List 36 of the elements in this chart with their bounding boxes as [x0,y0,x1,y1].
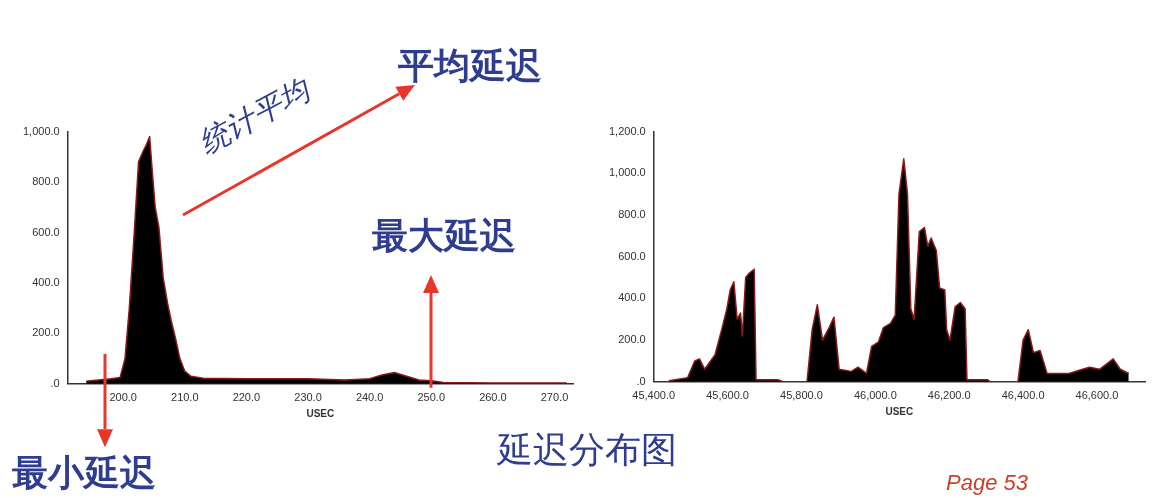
annotation: 最大延迟 [372,215,516,256]
x-tick-label: 45,600.0 [706,389,749,402]
y-tick-label: .0 [50,376,60,389]
x-tick-label: 45,400.0 [632,389,676,402]
x-axis-title: USEC [306,407,335,419]
x-tick-label: 250.0 [417,391,446,404]
y-tick-label: 800.0 [32,175,60,188]
x-tick-label: 200.0 [109,391,137,404]
x-tick-label: 230.0 [294,391,322,404]
x-tick-label: 46,200.0 [927,389,971,402]
x-tick-label: 46,000.0 [853,389,897,402]
text: 平均延迟 [398,45,542,86]
x-axis-title: USEC [885,405,914,417]
y-tick-label: 600.0 [32,225,60,238]
x-tick-label: 46,600.0 [1075,389,1119,402]
annotation: 统计平均 [192,73,315,159]
text: 延迟分布图 [497,429,677,470]
y-tick-label: 200.0 [618,333,646,346]
x-tick-label: 210.0 [171,391,199,404]
annotation: 最小延迟 [12,452,156,493]
y-tick-label: 1,200.0 [609,124,646,137]
y-tick-label: 600.0 [618,249,646,262]
y-tick-label: 800.0 [618,208,646,221]
x-tick-label: 220.0 [232,391,261,404]
text: Page 53 [946,470,1028,495]
x-tick-label: 240.0 [355,391,384,404]
y-tick-label: 200.0 [32,326,60,339]
y-tick-label: 1,000.0 [609,166,646,179]
x-tick-label: 270.0 [540,391,569,404]
y-tick-label: .0 [636,374,646,387]
x-tick-label: 45,800.0 [780,389,823,402]
y-tick-label: 1,000.0 [23,124,60,137]
y-tick-label: 400.0 [32,275,60,288]
x-tick-label: 46,400.0 [1001,389,1045,402]
x-tick-label: 260.0 [479,391,507,404]
y-tick-label: 400.0 [618,291,646,304]
